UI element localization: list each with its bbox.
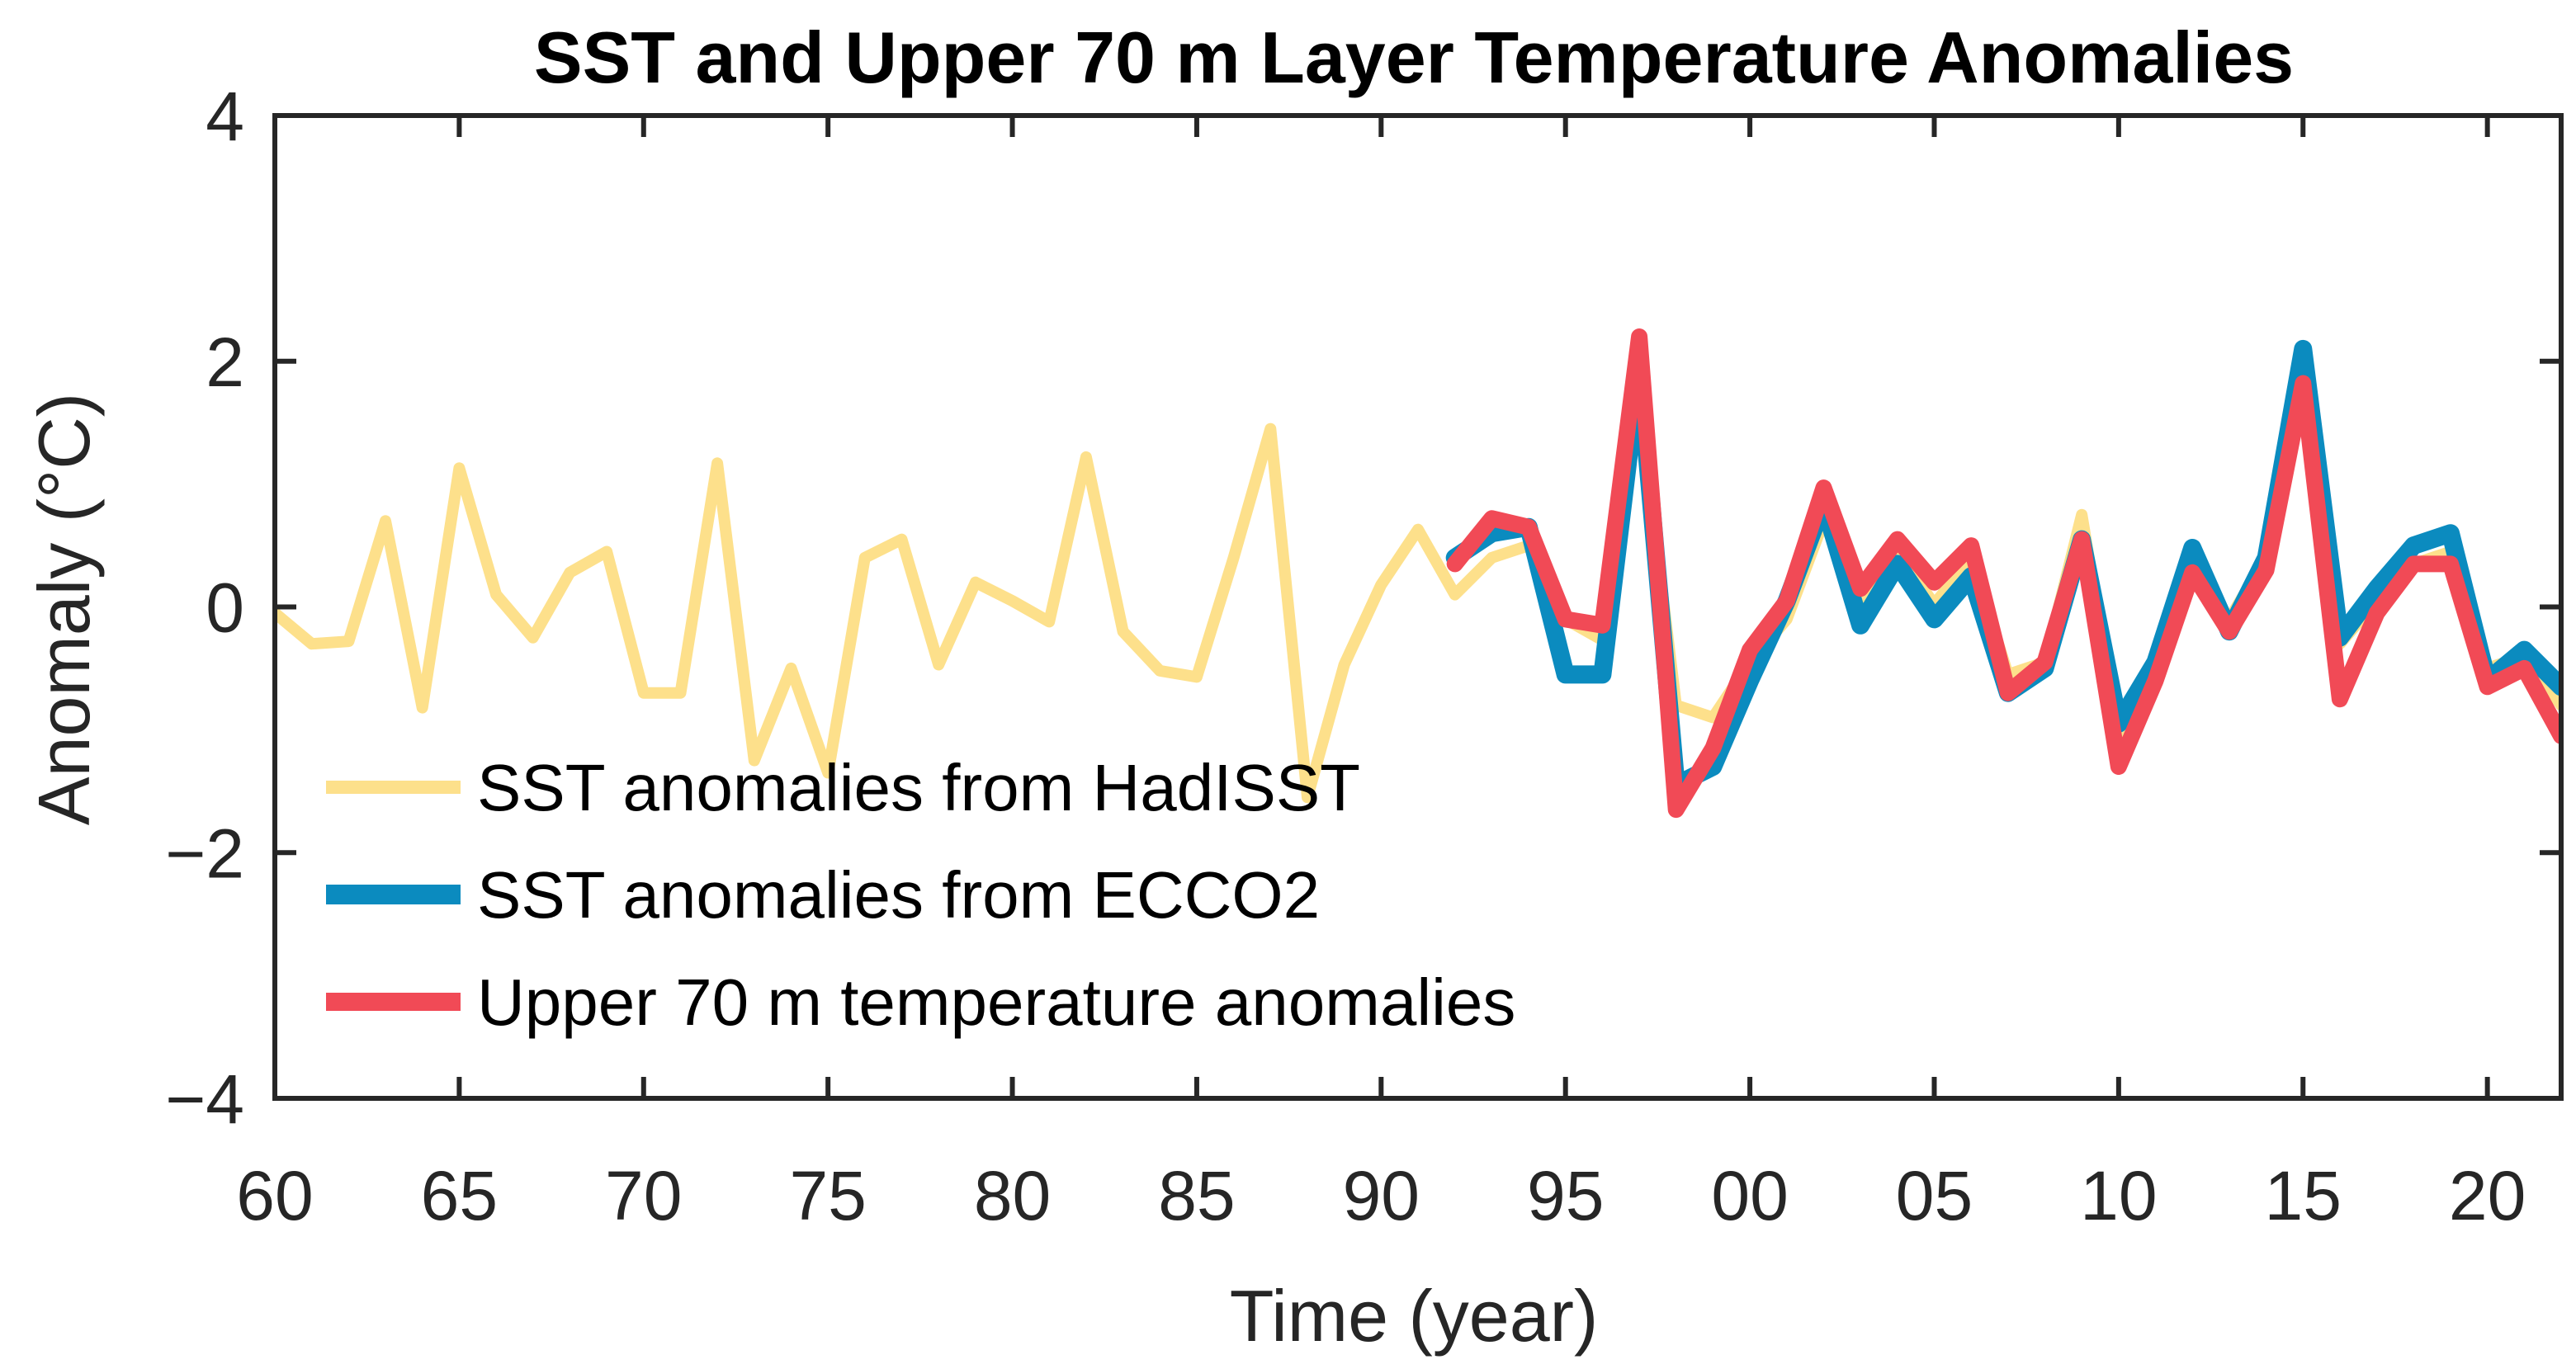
x-tick-label: 60	[236, 1157, 313, 1234]
y-tick-label: 2	[206, 323, 244, 401]
x-tick-label: 95	[1527, 1157, 1604, 1234]
x-tick-label: 75	[789, 1157, 866, 1234]
y-axis-label: Anomaly (°C)	[23, 393, 105, 825]
y-tick-label: 4	[206, 78, 244, 155]
legend: SST anomalies from HadISST SST anomalies …	[326, 751, 1515, 1039]
x-tick-label: 05	[1896, 1157, 1973, 1234]
x-tick-label: 65	[421, 1157, 498, 1234]
legend-label-2: SST anomalies from ECCO2	[477, 858, 1320, 932]
legend-label-1: SST anomalies from HadISST	[477, 751, 1360, 824]
x-tick-label: 00	[1711, 1157, 1788, 1234]
x-tick-label: 15	[2265, 1157, 2342, 1234]
chart-title: SST and Upper 70 m Layer Temperature Ano…	[534, 17, 2294, 98]
x-axis-ticks: 60 65 70 75 80 85 90 95 00 05 10 15 20	[236, 116, 2526, 1234]
y-axis-ticks: −4 −2 0 2 4	[165, 78, 2561, 1138]
series-layer	[275, 328, 2561, 819]
legend-label-3: Upper 70 m temperature anomalies	[477, 965, 1515, 1039]
x-tick-label: 70	[605, 1157, 682, 1234]
x-axis-label: Time (year)	[1230, 1275, 1599, 1357]
series-line-3	[1446, 328, 2561, 819]
y-tick-label: −2	[165, 814, 244, 892]
x-tick-label: 85	[1158, 1157, 1235, 1234]
y-tick-label: 0	[206, 569, 244, 647]
y-tick-label: −4	[165, 1060, 244, 1138]
x-tick-label: 80	[974, 1157, 1051, 1234]
x-tick-label: 90	[1343, 1157, 1420, 1234]
x-tick-label: 20	[2449, 1157, 2526, 1234]
x-tick-label: 10	[2080, 1157, 2157, 1234]
